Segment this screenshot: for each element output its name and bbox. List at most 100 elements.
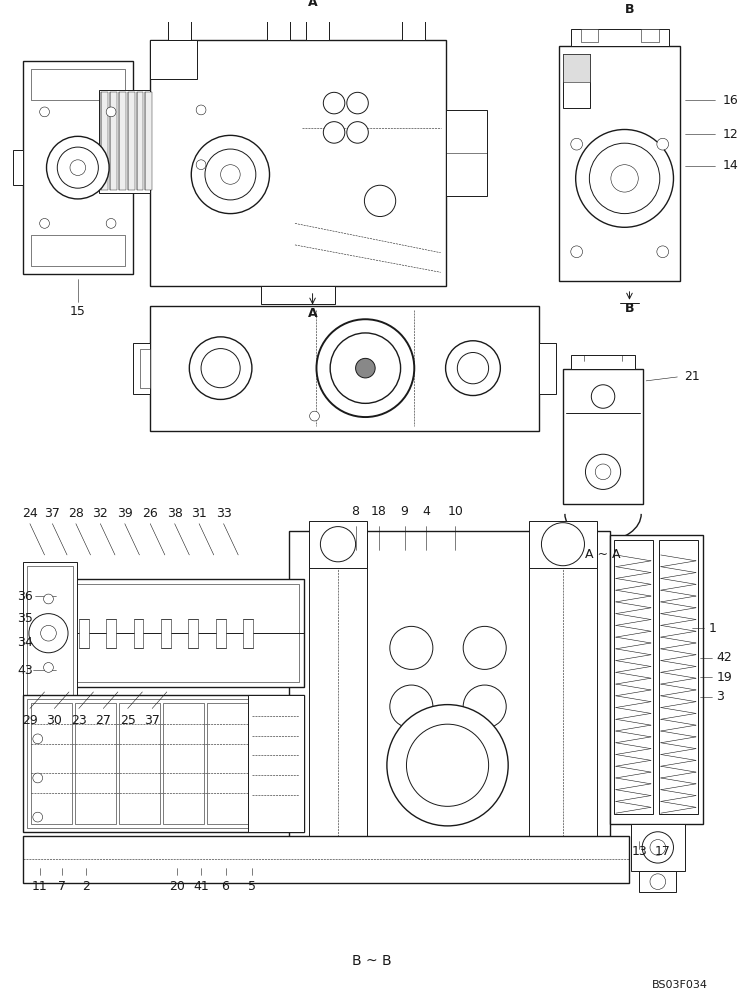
Text: 32: 32 [92,507,108,520]
Circle shape [458,352,489,384]
Text: 5: 5 [248,880,256,893]
Circle shape [347,92,368,114]
Circle shape [44,663,54,672]
Text: 27: 27 [95,714,111,727]
Bar [168,18,191,40]
Circle shape [33,812,42,822]
Circle shape [589,143,660,214]
Bar [31,69,125,100]
Bar [571,355,635,369]
Text: 10: 10 [447,505,464,518]
Circle shape [571,138,583,150]
Bar [188,619,198,648]
Text: 34: 34 [17,636,33,649]
Circle shape [324,92,344,114]
Text: 11: 11 [32,880,48,893]
Text: 31: 31 [191,507,207,520]
Bar [128,92,135,190]
Bar [559,46,680,281]
Bar [106,619,116,648]
Bar [101,92,108,190]
Text: 28: 28 [68,507,84,520]
Bar [402,18,425,40]
Text: 15: 15 [70,305,86,318]
Bar [266,18,290,40]
Text: BS03F034: BS03F034 [652,980,708,990]
Text: 7: 7 [58,880,66,893]
Bar [563,54,590,108]
Bar [563,369,643,504]
Circle shape [196,160,206,170]
Text: 21: 21 [684,370,700,383]
Circle shape [586,454,620,489]
Bar [23,562,77,705]
Text: 37: 37 [144,714,160,727]
Bar [309,535,368,863]
Circle shape [330,333,400,403]
Bar [306,18,329,40]
Bar [150,40,446,286]
Bar [571,29,669,46]
Bar [23,61,132,274]
Circle shape [464,685,506,728]
Text: A: A [308,307,318,320]
Text: 20: 20 [169,880,185,893]
Bar [216,619,225,648]
Bar [27,699,300,828]
Bar [150,40,197,79]
Circle shape [106,107,116,117]
Bar [641,29,658,42]
Text: 3: 3 [716,690,725,703]
Bar [150,306,539,431]
Bar [79,619,89,648]
Circle shape [347,122,368,143]
Text: 12: 12 [722,128,738,141]
Circle shape [591,385,615,408]
Text: 43: 43 [17,664,33,677]
Circle shape [70,160,86,175]
Bar [141,349,150,388]
Bar [31,235,125,266]
Bar [132,343,150,394]
Text: 23: 23 [71,714,86,727]
Bar [100,90,150,193]
Text: B: B [625,3,634,16]
Bar [163,703,204,824]
Bar [614,540,653,814]
Circle shape [106,218,116,228]
Bar [610,535,703,824]
Circle shape [387,705,508,826]
Text: 30: 30 [46,714,62,727]
Text: 37: 37 [45,507,60,520]
Circle shape [57,147,98,188]
Bar [260,286,335,304]
Text: 25: 25 [120,714,135,727]
Bar [446,110,487,196]
Bar [75,703,116,824]
Circle shape [39,107,49,117]
Bar [13,150,23,185]
Bar [119,703,160,824]
Bar [563,54,590,82]
Text: 24: 24 [22,507,38,520]
Bar [309,521,368,568]
Bar [529,521,597,568]
Bar [23,836,629,883]
Circle shape [196,105,206,115]
Text: 2: 2 [82,880,89,893]
Circle shape [642,832,673,863]
Circle shape [41,625,57,641]
Text: 13: 13 [632,845,647,858]
Bar [207,703,248,824]
Circle shape [650,874,666,889]
Circle shape [576,129,673,227]
Bar [580,29,598,42]
Bar [136,92,144,190]
Bar [145,92,153,190]
Bar [161,619,170,648]
Text: 1: 1 [709,622,716,635]
Bar [27,566,73,701]
Polygon shape [533,628,592,667]
Bar [289,531,610,873]
Circle shape [44,594,54,604]
